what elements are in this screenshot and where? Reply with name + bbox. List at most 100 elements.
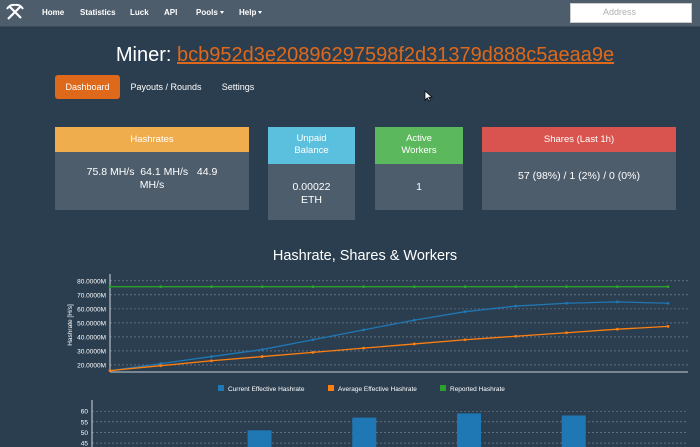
data-point — [463, 310, 467, 314]
data-point — [615, 327, 619, 331]
miner-label: Miner: — [115, 44, 172, 66]
shares-title: Shares (Last 1h) — [543, 134, 615, 145]
caret-down-icon — [219, 11, 224, 15]
data-point — [159, 285, 163, 289]
active-workers-value: 1 — [416, 181, 422, 193]
nav-item-label: API — [164, 8, 178, 17]
address-search-input[interactable]: Address — [570, 3, 692, 23]
tab-settings[interactable]: Settings — [214, 75, 262, 99]
hashrates-line2: MH/s — [139, 179, 165, 191]
data-point — [666, 285, 670, 289]
y-tick-label: 40.0000M — [77, 334, 106, 341]
workers-title-line1: Active — [406, 133, 432, 144]
tab-settings-label: Settings — [221, 82, 255, 92]
legend-swatch[interactable] — [328, 385, 334, 391]
data-point — [463, 338, 467, 342]
data-point — [159, 362, 163, 365]
unpaid-title-line2: Balance — [294, 145, 329, 156]
data-point — [514, 285, 518, 289]
data-point — [412, 285, 416, 289]
nav-item-home[interactable]: Home — [42, 8, 64, 17]
tab-dashboard-label: Dashboard — [65, 82, 110, 92]
chart-title: Hashrate, Shares & Workers — [272, 248, 458, 264]
data-point — [260, 348, 264, 351]
hashrates-line1: 75.8 MH/s 64.1 MH/s 44.9 — [86, 166, 218, 178]
share-bar — [352, 417, 377, 447]
y-tick-label: 70.0000M — [77, 292, 106, 299]
nav-item-luck[interactable]: Luck — [130, 8, 149, 17]
unpaid-value-line2: ETH — [301, 194, 322, 206]
active-workers-card-header: Active Workers — [375, 127, 463, 164]
hashrates-card-header: Hashrates — [55, 127, 249, 152]
y-axis-label: Hashrate [H/s] — [67, 304, 74, 346]
legend-swatch[interactable] — [440, 385, 446, 391]
nav-item-label: Statistics — [80, 8, 116, 17]
data-point — [666, 325, 670, 328]
data-point — [565, 285, 568, 289]
legend-label[interactable]: Reported Hashrate — [450, 386, 505, 393]
shares-bar-chart: 6055504540 — [81, 400, 688, 447]
data-point — [362, 328, 366, 332]
y-tick-label: 60.0000M — [77, 306, 106, 313]
data-point — [311, 338, 315, 342]
hashrates-title: Hashrates — [130, 134, 174, 145]
data-point — [210, 359, 213, 363]
shares-card: Shares (Last 1h) 57 (98%) / 1 (2%) / 0 (… — [482, 127, 676, 210]
hashrate-line-chart: 80.0000M 70.0000M 60.0000M 50.0000M 40.0000M… — [67, 274, 688, 393]
y-tick-label: 45 — [81, 441, 89, 447]
mouse-cursor-icon — [424, 90, 433, 102]
unpaid-balance-value: 0.00022 ETH — [268, 181, 355, 207]
pickaxe-logo-icon[interactable] — [5, 3, 25, 23]
nav-item-help[interactable]: Help — [239, 8, 263, 17]
y-tick-label: 55 — [81, 419, 89, 426]
y-tick-label: 50.0000M — [77, 320, 106, 327]
y-tick-label: 30.0000M — [77, 348, 106, 355]
y-tick-label: 80.0000M — [77, 278, 106, 285]
legend-label[interactable]: Current Effective Hashrate — [228, 386, 305, 393]
data-point — [514, 334, 518, 338]
page-title: Miner: bcb952d3e20896297598f2d31379d888c… — [0, 44, 700, 67]
unpaid-value-line1: 0.00022 — [292, 181, 331, 193]
nav-item-api[interactable]: API — [164, 8, 177, 17]
data-point — [260, 355, 264, 358]
data-point — [108, 285, 112, 289]
y-tick-label: 60 — [81, 409, 89, 416]
caret-down-icon — [258, 11, 263, 15]
tab-payouts-rounds[interactable]: Payouts / Rounds — [124, 75, 208, 99]
legend-label[interactable]: Average Effective Hashrate — [338, 386, 417, 393]
y-tick-label: 50 — [81, 430, 89, 437]
nav-item-label: Home — [42, 8, 65, 17]
data-point — [412, 318, 416, 322]
nav-item-statistics[interactable]: Statistics — [80, 8, 116, 17]
tab-dashboard[interactable]: Dashboard — [55, 75, 120, 99]
data-point — [565, 301, 568, 305]
data-point — [514, 304, 518, 308]
data-point — [615, 285, 619, 289]
data-point — [666, 301, 670, 305]
nav-item-pools[interactable]: Pools — [196, 8, 224, 17]
data-point — [260, 285, 264, 289]
miner-address-link[interactable]: bcb952d3e20896297598f2d31379d888c5aeaa9e — [177, 44, 615, 66]
shares-value: 57 (98%) / 1 (2%) / 0 (0%) — [518, 170, 640, 182]
unpaid-balance-card: Unpaid Balance 0.00022 ETH — [268, 127, 355, 220]
data-point — [159, 364, 163, 368]
data-point — [615, 300, 619, 304]
search-placeholder: Address — [603, 7, 637, 17]
hashrates-card: Hashrates 75.8 MH/s 64.1 MH/s 44.9 MH/s — [55, 127, 249, 210]
data-point — [311, 350, 315, 354]
unpaid-balance-card-header: Unpaid Balance — [268, 127, 355, 164]
data-point — [108, 369, 112, 372]
shares-card-header: Shares (Last 1h) — [482, 127, 676, 152]
data-point — [210, 285, 213, 289]
active-workers-card: Active Workers 1 — [375, 127, 463, 210]
data-point — [311, 285, 315, 289]
data-point — [362, 285, 366, 289]
workers-title-line2: Workers — [401, 145, 437, 156]
top-navbar: Home Statistics Luck API Pools Help Address — [0, 0, 700, 27]
series-line — [109, 325, 669, 372]
legend-swatch[interactable] — [218, 385, 224, 391]
data-point — [412, 342, 416, 346]
data-point — [463, 285, 467, 289]
y-tick-label: 20.0000M — [77, 362, 106, 369]
share-bar — [561, 415, 586, 447]
